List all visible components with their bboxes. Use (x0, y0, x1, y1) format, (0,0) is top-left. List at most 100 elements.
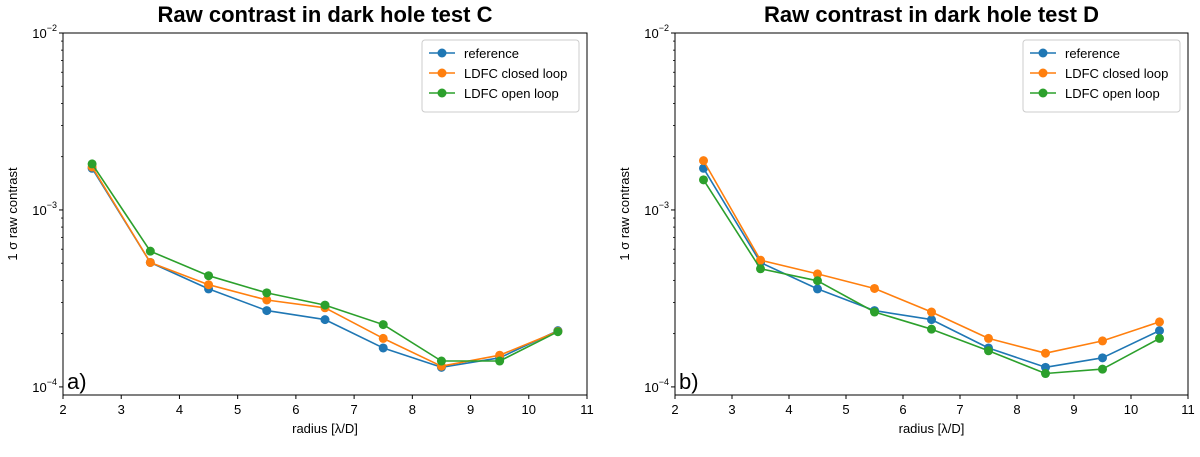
data-point (813, 284, 822, 294)
x-tick-label: 3 (728, 402, 735, 417)
legend-marker (437, 68, 447, 78)
x-tick-label: 7 (956, 402, 963, 417)
data-point (87, 159, 97, 169)
legend: reference LDFC closed loop LDFC open loop (1022, 39, 1181, 113)
data-point (320, 315, 330, 325)
data-point (436, 356, 446, 366)
x-tick-label: 8 (409, 402, 416, 417)
data-point (1041, 348, 1050, 358)
data-point (699, 156, 708, 166)
chart-title: Raw contrast in dark hole test D (764, 2, 1099, 27)
data-point (378, 333, 388, 343)
data-point (927, 315, 936, 325)
data-point (1155, 333, 1164, 343)
x-tick-label: 11 (580, 402, 594, 417)
legend-box (421, 39, 580, 113)
x-tick-label: 9 (467, 402, 474, 417)
data-point (813, 269, 822, 279)
x-tick-label: 5 (234, 402, 241, 417)
legend-entry: reference (464, 46, 519, 61)
legend-marker (1038, 48, 1048, 58)
data-point (1041, 362, 1050, 372)
x-tick-label: 10 (1124, 402, 1138, 417)
y-tick-label: 10−2 (644, 23, 669, 41)
x-tick-label: 5 (842, 402, 849, 417)
series-line (91, 163, 559, 362)
legend-entry: LDFC closed loop (1065, 66, 1168, 81)
x-tick-label: 2 (59, 402, 66, 417)
data-point (262, 288, 272, 298)
x-tick-label: 4 (176, 402, 183, 417)
data-point (984, 333, 993, 343)
series-ldfc-closed-loop (87, 162, 563, 371)
data-point (1098, 353, 1107, 363)
data-point (1155, 317, 1164, 327)
data-point (553, 327, 563, 337)
data-point (870, 307, 879, 317)
data-point (1041, 369, 1050, 379)
series-line (702, 160, 1160, 355)
data-point (699, 175, 708, 185)
x-tick-label: 11 (1181, 402, 1195, 417)
x-tick-label: 2 (671, 402, 678, 417)
y-tick-label: 10−3 (32, 200, 57, 218)
data-point (262, 295, 272, 305)
legend-entry: LDFC open loop (1065, 86, 1160, 101)
data-point (204, 271, 214, 281)
plot-frame (674, 32, 1189, 396)
legend-marker (437, 48, 447, 58)
series-line (702, 179, 1160, 375)
y-tick-label: 10−3 (644, 200, 669, 218)
series-line (91, 167, 559, 369)
series-ldfc-open-loop (699, 175, 1164, 379)
data-point (1098, 364, 1107, 374)
data-point (145, 257, 155, 267)
x-tick-label: 10 (522, 402, 536, 417)
legend-box (1022, 39, 1181, 113)
series-reference (699, 163, 1164, 372)
series-line (91, 166, 559, 368)
data-point (1155, 326, 1164, 336)
y-tick-label: 10−4 (644, 377, 669, 395)
x-tick-label: 4 (785, 402, 792, 417)
panel-label: b) (679, 369, 699, 394)
x-tick-label: 3 (118, 402, 125, 417)
legend-marker (1038, 68, 1048, 78)
data-point (378, 343, 388, 353)
chart-panel-a: Raw contrast in dark hole test C 2 3 4 5 6 7 8 9… (5, 2, 594, 436)
series-reference (87, 163, 563, 372)
x-axis-label: radius [λ/D] (899, 421, 965, 436)
series-ldfc-open-loop (87, 159, 563, 366)
legend: reference LDFC closed loop LDFC open loop (421, 39, 580, 113)
legend-entry: LDFC open loop (464, 86, 559, 101)
data-point (927, 307, 936, 317)
plot-frame (62, 32, 588, 396)
y-axis-label: 1 σ raw contrast (617, 167, 632, 261)
series-ldfc-closed-loop (699, 156, 1164, 358)
x-tick-label: 7 (350, 402, 357, 417)
legend-marker (1038, 88, 1048, 98)
legend-marker (437, 88, 447, 98)
x-axis-label: radius [λ/D] (292, 421, 358, 436)
data-point (870, 283, 879, 293)
data-point (495, 356, 505, 366)
legend-entry: reference (1065, 46, 1120, 61)
y-tick-label: 10−4 (32, 377, 57, 395)
data-point (145, 246, 155, 256)
data-point (320, 300, 330, 310)
x-tick-label: 8 (1013, 402, 1020, 417)
chart-panel-b: Raw contrast in dark hole test D 2 3 4 5 6 7 8 9… (617, 2, 1195, 436)
panel-label: a) (67, 369, 87, 394)
data-point (378, 320, 388, 330)
x-tick-label: 9 (1070, 402, 1077, 417)
legend-entry: LDFC closed loop (464, 66, 567, 81)
data-point (1098, 336, 1107, 346)
series-line (702, 167, 1160, 369)
y-axis-label: 1 σ raw contrast (5, 167, 20, 261)
x-tick-label: 6 (899, 402, 906, 417)
chart-title: Raw contrast in dark hole test C (158, 2, 493, 27)
data-point (204, 280, 214, 290)
x-tick-label: 6 (292, 402, 299, 417)
data-point (756, 255, 765, 265)
y-tick-label: 10−2 (32, 23, 57, 41)
